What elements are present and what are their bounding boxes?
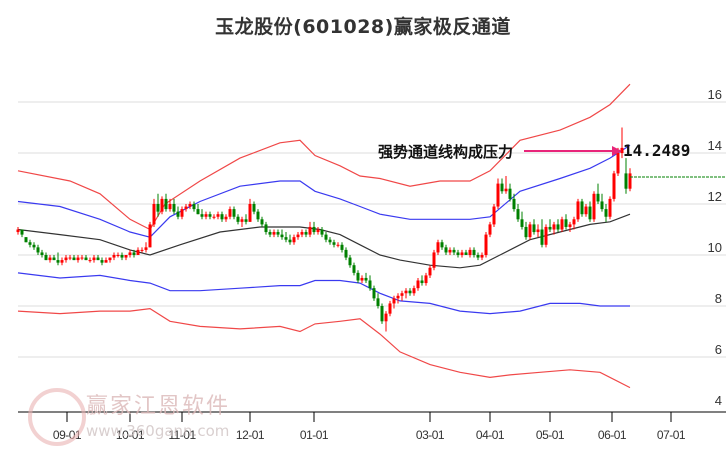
annotation-text: 强势通道线构成压力: [378, 143, 514, 161]
x-tick-label: 06-01: [597, 428, 627, 442]
x-tick-label: 05-01: [535, 428, 565, 442]
y-tick-label: 6: [714, 342, 722, 357]
annotation-arrow: [524, 146, 622, 156]
annotation-value: 14.2489: [623, 141, 691, 160]
x-tick-label: 11-01: [168, 428, 196, 442]
x-tick-label: 10-01: [115, 428, 145, 442]
y-tick-label: 4: [714, 393, 722, 408]
chart-title: 玉龙股份(601028)赢家极反通道: [215, 16, 511, 38]
y-tick-label: 14: [707, 138, 722, 153]
y-tick-label: 12: [707, 189, 722, 204]
candlesticks: [16, 127, 632, 332]
watermark-url: www.360gann.com: [86, 422, 230, 440]
x-tick-label: 12-01: [235, 428, 265, 442]
y-tick-label: 8: [714, 291, 722, 306]
x-tick-label: 01-01: [299, 428, 329, 442]
x-tick-label: 03-01: [415, 428, 445, 442]
x-tick-label: 04-01: [475, 428, 505, 442]
watermark-seal-icon: [28, 388, 86, 446]
y-tick-label: 16: [707, 87, 722, 102]
watermark-name: 赢家江恩软件: [86, 394, 231, 419]
channel-bands: [17, 83, 631, 389]
y-tick-label: 10: [707, 240, 722, 255]
x-axis-ticks: [66, 412, 672, 422]
x-tick-label: 07-01: [656, 428, 686, 442]
